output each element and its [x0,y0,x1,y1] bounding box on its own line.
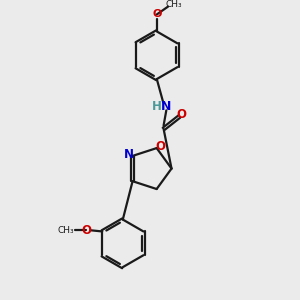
Text: N: N [161,100,172,113]
Text: H: H [152,100,161,113]
Text: O: O [156,140,166,153]
Text: O: O [81,224,91,237]
Text: CH₃: CH₃ [58,226,74,235]
Text: O: O [152,10,161,20]
Text: CH₃: CH₃ [166,0,182,9]
Text: N: N [124,148,134,160]
Text: O: O [176,108,186,121]
